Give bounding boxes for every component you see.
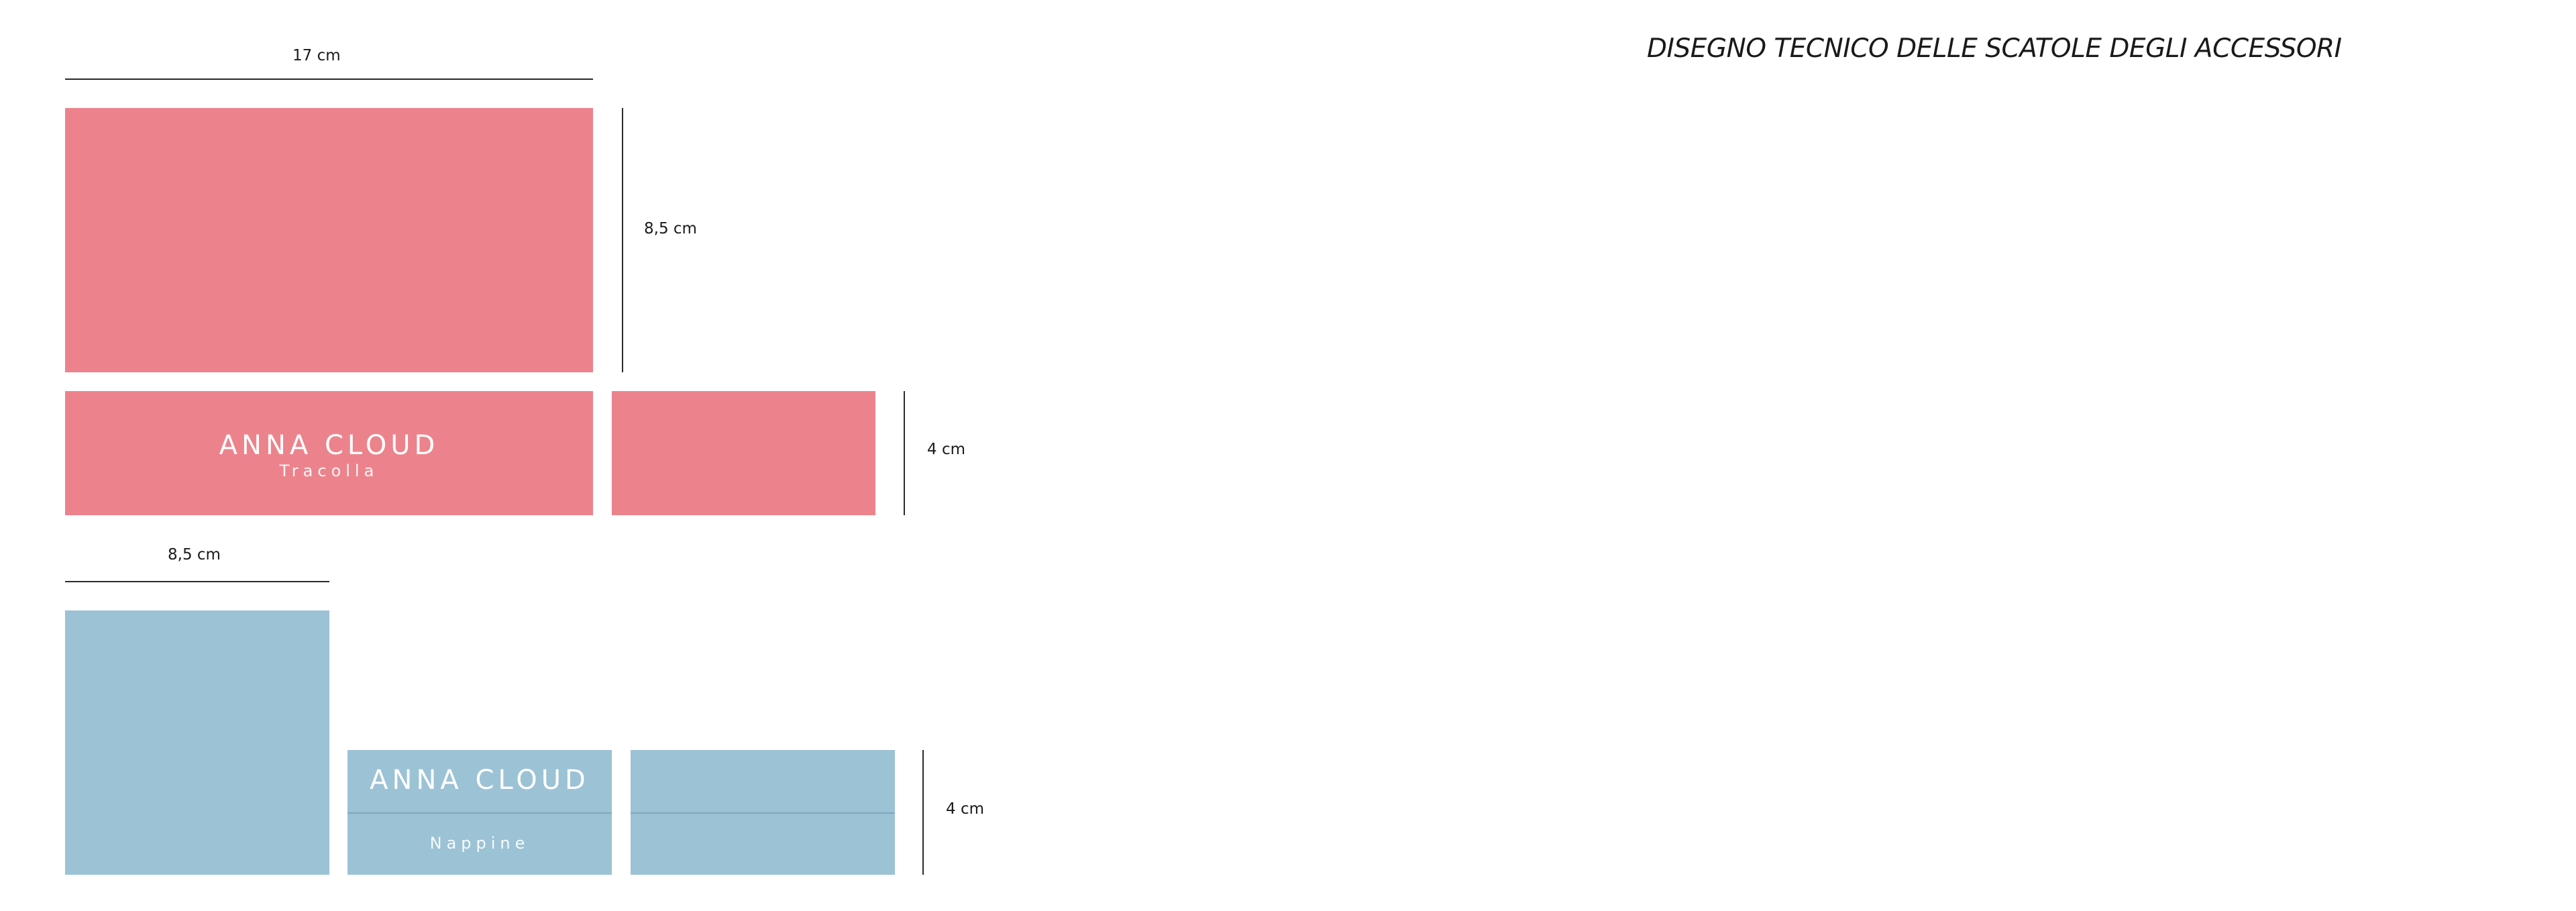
blue-front-divider — [347, 812, 612, 814]
page-title: DISEGNO TECNICO DELLE SCATOLE DEGLI ACCE… — [1647, 34, 2342, 64]
blue-product-label: Nappine — [429, 834, 530, 853]
blue-width-dimension-line — [65, 581, 329, 582]
blue-depth-label: 4 cm — [946, 800, 984, 818]
pink-depth-label: 4 cm — [927, 441, 965, 458]
blue-end-divider — [631, 812, 895, 814]
blue-box-front-side: ANNA CLOUD Nappine — [347, 750, 612, 875]
blue-box-lid — [65, 610, 329, 875]
blue-width-label: 8,5 cm — [168, 546, 221, 564]
pink-width-label: 17 cm — [292, 47, 341, 64]
pink-box-lid — [65, 108, 593, 372]
pink-height-label: 8,5 cm — [644, 220, 697, 237]
blue-box-end-side — [631, 750, 895, 875]
pink-height-dimension-line — [622, 108, 623, 372]
pink-box-front-side: ANNA CLOUD Tracolla — [65, 391, 593, 515]
pink-brand-label: ANNA CLOUD — [219, 430, 439, 461]
blue-depth-dimension-line — [922, 750, 924, 875]
pink-box-end-side — [612, 391, 875, 515]
blue-brand-label: ANNA CLOUD — [370, 765, 590, 796]
pink-depth-dimension-line — [904, 391, 905, 515]
pink-width-dimension-line — [65, 78, 593, 80]
pink-product-label: Tracolla — [279, 462, 379, 480]
